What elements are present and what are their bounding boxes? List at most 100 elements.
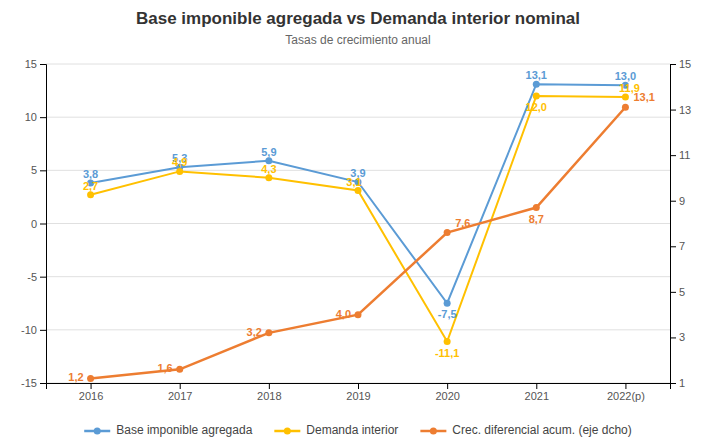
y-axis-tick-mark: [40, 383, 46, 384]
data-label: -7,5: [438, 308, 457, 320]
y-axis-tick-mark: [40, 330, 46, 331]
y2-axis-tick: 1: [670, 377, 685, 389]
y-axis-tick-mark: [40, 117, 46, 118]
marker: [533, 81, 540, 88]
y2-axis-tick-mark: [670, 64, 676, 65]
y2-axis-tick-label: 5: [679, 286, 685, 298]
legend-label: Base imponible agregada: [116, 423, 252, 437]
y-axis-tick: -5: [27, 271, 46, 283]
y2-axis-tick: 13: [670, 104, 691, 116]
y2-axis-tick: 9: [670, 195, 685, 207]
legend-item: Crec. diferencial acum. (eje dcho): [420, 423, 631, 437]
data-label: 13,1: [526, 69, 547, 81]
y-axis-line: [40, 65, 47, 384]
y2-axis-tick-label: 9: [679, 195, 685, 207]
line: [91, 107, 626, 378]
y-axis-tick: -15: [21, 377, 46, 389]
y2-axis-tick: 5: [670, 286, 685, 298]
legend-item: Base imponible agregada: [84, 423, 252, 437]
x-axis-tick-label: 2020: [435, 390, 459, 402]
y-axis-tick: 15: [25, 58, 46, 70]
x-axis-tick-mark: [536, 383, 537, 389]
grid: [46, 64, 670, 383]
x-axis-tick-mark: [447, 383, 448, 389]
y2-axis-tick: 3: [670, 331, 685, 343]
data-label: 3,8: [83, 168, 98, 180]
x-axis-tick: 2020: [435, 383, 459, 402]
marker: [622, 104, 629, 111]
x-axis-tick-mark: [180, 383, 181, 389]
x-axis-tick: 2021: [525, 383, 549, 402]
grid-line: [46, 223, 670, 224]
x-axis-tick-label: 2016: [79, 390, 103, 402]
y-axis-tick: 5: [31, 164, 46, 176]
marker: [87, 191, 94, 198]
legend-marker: [94, 428, 101, 435]
data-label: 4,9: [172, 156, 187, 168]
y2-axis: 13579111315: [670, 58, 691, 389]
plot: 2016 2017 2018 2019 2020 2021 2022(p) -15 -10 -5 0…: [21, 58, 691, 402]
marker: [444, 300, 451, 307]
chart: Base imponible agregada vs Demanda inter…: [0, 0, 716, 447]
legend-marker: [284, 428, 291, 435]
y-axis-tick-label: -15: [21, 377, 37, 389]
y-axis-tick-mark: [40, 277, 46, 278]
x-axis-tick-label: 2018: [257, 390, 281, 402]
x-axis-tick-mark: [91, 383, 92, 389]
marker: [355, 311, 362, 318]
legend-item: Demanda interior: [274, 423, 398, 437]
x-axis-tick: 2016: [79, 383, 103, 402]
subtitle: Tasas de crecimiento anual: [285, 33, 430, 47]
y2-axis-tick: 11: [670, 149, 690, 161]
y-axis-tick: 0: [31, 218, 46, 230]
marker: [444, 338, 451, 345]
y2-axis-tick-label: 13: [679, 104, 691, 116]
y2-axis-tick-mark: [670, 292, 676, 293]
line: [91, 96, 626, 342]
x-axis-tick-label: 2017: [168, 390, 192, 402]
y2-axis-tick: 7: [670, 240, 685, 252]
legend: Base imponible agregada Demanda interior C…: [84, 423, 632, 437]
y2-axis-tick: 15: [670, 58, 691, 70]
y2-axis-tick-mark: [670, 383, 676, 384]
x-axis-tick: 2022(p): [607, 383, 645, 402]
y2-axis-tick-label: 3: [679, 331, 685, 343]
x-axis-tick: 2019: [346, 383, 370, 402]
x-axis-tick-label: 2021: [525, 390, 549, 402]
data-label: 1,6: [157, 362, 172, 374]
marker: [444, 229, 451, 236]
y-axis-tick-label: 0: [31, 218, 37, 230]
x-axis-tick: 2017: [168, 383, 192, 402]
y-axis-tick-mark: [40, 64, 46, 65]
marker: [265, 329, 272, 336]
grid-line: [46, 329, 670, 330]
x-axis-tick-mark: [625, 383, 626, 389]
marks: [87, 81, 629, 382]
data-label: 2,7: [83, 180, 98, 192]
data-label: 7,6: [455, 217, 470, 229]
data-label: 4,3: [261, 163, 276, 175]
grid-line: [46, 276, 670, 277]
y2-axis-tick-mark: [670, 155, 676, 156]
y-axis-tick-mark: [40, 224, 46, 225]
x-axis-tick: 2018: [257, 383, 281, 402]
y-axis: -15 -10 -5 0 5 10 15: [21, 58, 46, 389]
data-label: -11,1: [435, 347, 459, 359]
y-axis-tick-label: -5: [27, 271, 37, 283]
y-axis-tick: -10: [21, 324, 46, 336]
y-axis-tick: 10: [25, 111, 46, 123]
legend-label: Demanda interior: [306, 423, 398, 437]
data-labels: 3,85,35,93,9-7,513,113,02,74,94,33,1-11,…: [68, 69, 655, 383]
y2-axis-tick-label: 15: [679, 58, 691, 70]
marker: [176, 366, 183, 373]
y-axis-tick-label: 10: [25, 111, 37, 123]
x-axis-tick-mark: [269, 383, 270, 389]
y2-axis-tick-mark: [670, 201, 676, 202]
x-axis-tick-mark: [358, 383, 359, 389]
data-label: 5,9: [261, 146, 276, 158]
y-axis-tick-mark: [40, 170, 46, 171]
y2-axis-tick-mark: [670, 246, 676, 247]
y2-axis-tick-label: 7: [679, 240, 685, 252]
legend-label: Crec. diferencial acum. (eje dcho): [452, 423, 631, 437]
title: Base imponible agregada vs Demanda inter…: [136, 9, 580, 28]
